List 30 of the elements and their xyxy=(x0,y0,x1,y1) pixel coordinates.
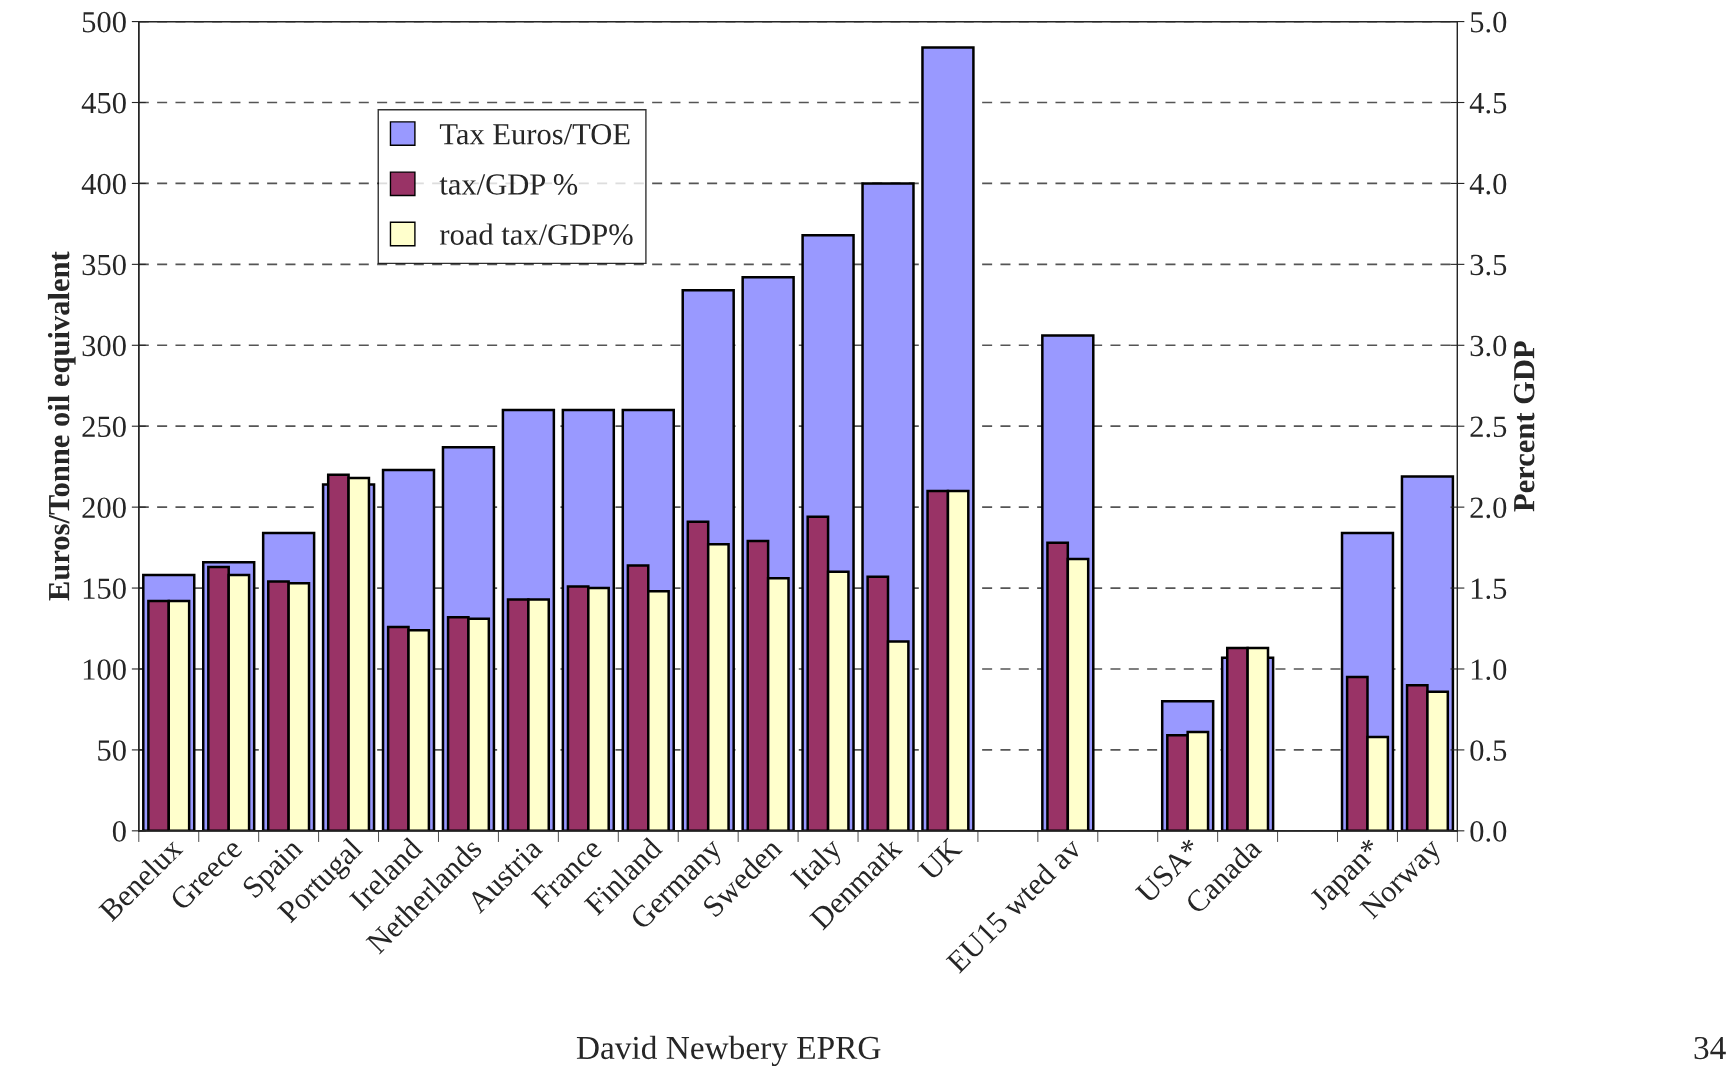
y2-tick-label: 3.0 xyxy=(1470,335,1507,357)
y2-tick-label: 1.0 xyxy=(1471,659,1507,681)
y-tick-label: 300 xyxy=(82,335,126,357)
y-tick-label: 100 xyxy=(83,659,126,680)
y2-axis-title: Percent GDP xyxy=(1513,341,1535,512)
y2-tick-label: 5.0 xyxy=(1470,11,1507,33)
y2-tick-label: 0.0 xyxy=(1470,821,1507,842)
y-tick-label: 200 xyxy=(82,497,126,519)
y2-tick-label: 4.0 xyxy=(1469,173,1507,195)
text: 34 xyxy=(1694,1036,1726,1060)
y-tick-label: 50 xyxy=(98,740,126,761)
x-tick-label: UK xyxy=(918,836,963,882)
y2-tick-label: 4.5 xyxy=(1469,92,1507,114)
y-tick-label: 150 xyxy=(83,578,126,599)
y-tick-label: 450 xyxy=(81,92,126,114)
text: David Newbery EPRG xyxy=(576,1035,881,1067)
y-axis-title: Euros/Tonne oil equivalent xyxy=(47,251,76,601)
y2-tick-label: 0.5 xyxy=(1470,740,1507,761)
y-tick-label: 0 xyxy=(112,821,126,842)
y2-tick-label: 1.5 xyxy=(1471,578,1507,600)
legend-label: tax/GDP % xyxy=(439,174,578,195)
y2-tick-label: 2.0 xyxy=(1470,497,1507,519)
y2-tick-label: 3.5 xyxy=(1470,254,1507,276)
y-tick-label: 350 xyxy=(82,254,126,276)
y-tick-label: 250 xyxy=(82,416,126,438)
legend-label: road tax/GDP% xyxy=(439,223,633,246)
legend-label: Tax Euros/TOE xyxy=(439,123,630,145)
y2-tick-label: 2.5 xyxy=(1470,416,1507,438)
y-tick-label: 500 xyxy=(82,11,126,33)
y-tick-label: 400 xyxy=(81,173,126,195)
